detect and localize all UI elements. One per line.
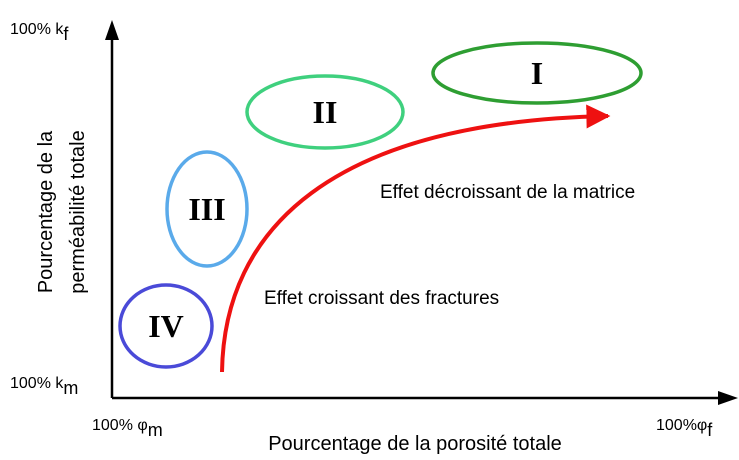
region-label: I xyxy=(531,55,543,91)
y-bottom-label: 100% km xyxy=(10,375,78,398)
y-title-line: Pourcentage de la xyxy=(35,130,57,293)
region-ellipse xyxy=(431,41,643,105)
y-arrow xyxy=(105,20,119,40)
trend-curve xyxy=(220,104,611,373)
region-label: III xyxy=(188,191,225,227)
y-title-line: perméabilité totale xyxy=(67,130,89,293)
x-right-label: 100%φf xyxy=(656,417,713,440)
region-ellipse xyxy=(245,74,405,150)
x-arrow xyxy=(718,391,738,405)
annotation: Effet décroissant de la matrice xyxy=(380,182,635,203)
y-top-label: 100% kf xyxy=(10,21,69,44)
annotation: Effet croissant des fractures xyxy=(264,288,499,309)
region-label: IV xyxy=(148,308,184,344)
x-title: Pourcentage de la porosité totale xyxy=(268,433,562,455)
region-ellipse xyxy=(165,150,249,268)
region-ellipse xyxy=(118,283,214,369)
region-label: II xyxy=(313,94,338,130)
x-left-label: 100% φm xyxy=(92,417,163,440)
